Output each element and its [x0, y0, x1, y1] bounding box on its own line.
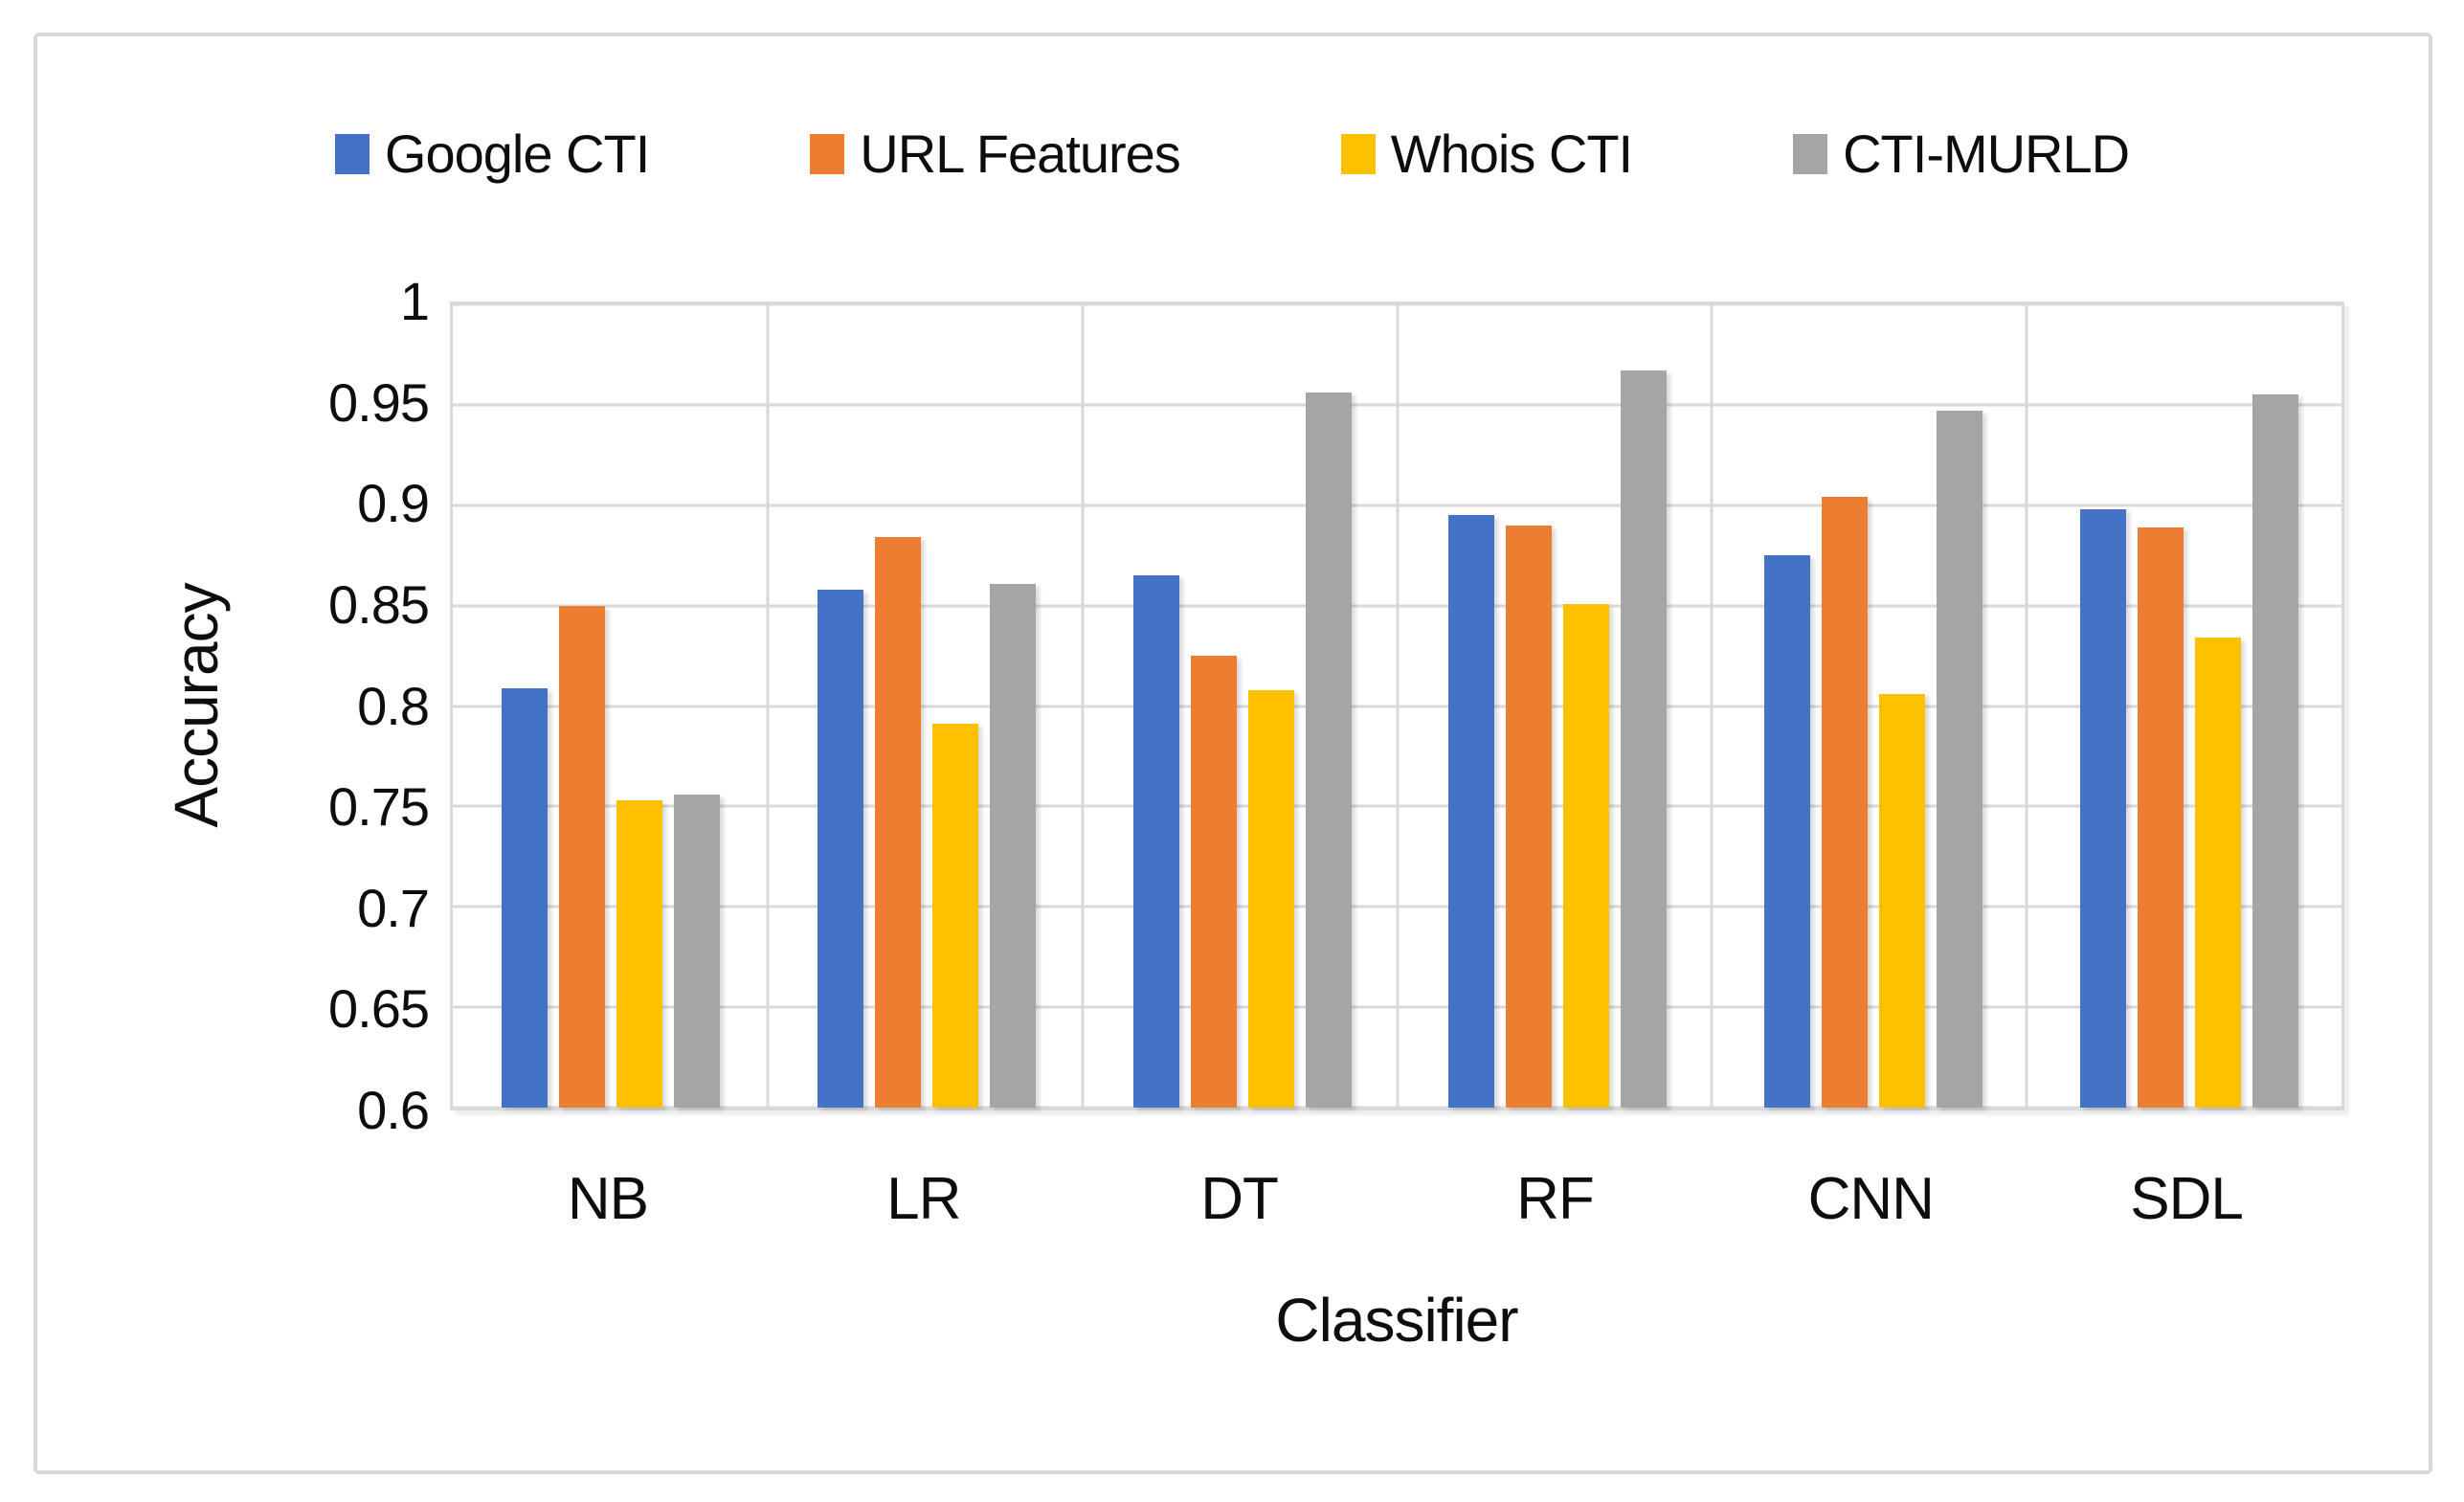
gridline-vertical — [1081, 304, 1085, 1108]
bar-google-cti-rf — [1448, 515, 1495, 1108]
bar-whois-cti-dt — [1247, 689, 1294, 1108]
bar-google-cti-nb — [501, 687, 548, 1108]
y-axis-title: Accuracy — [162, 583, 231, 828]
bar-google-cti-dt — [1132, 575, 1179, 1108]
bar-url-features-cnn — [1822, 497, 1869, 1108]
bar-url-features-lr — [874, 537, 921, 1108]
bar-google-cti-sdl — [2080, 508, 2127, 1108]
legend-swatch-icon — [334, 133, 370, 174]
gridline-vertical — [1710, 304, 1714, 1108]
legend-item-url-features: URL Features — [810, 123, 1181, 185]
y-tick-label: 0.6 — [357, 1080, 430, 1140]
y-tick-label: 0.65 — [328, 978, 430, 1040]
bar-url-features-rf — [1506, 525, 1553, 1108]
y-tick-label: 0.85 — [328, 573, 430, 635]
gridline-vertical — [1396, 304, 1399, 1108]
gridline-vertical — [2025, 304, 2028, 1108]
y-tick-label: 0.8 — [357, 675, 430, 736]
bar-group-nb — [453, 304, 769, 1108]
bar-group-lr — [769, 304, 1085, 1108]
bar-group-rf — [1400, 304, 1716, 1108]
bar-google-cti-cnn — [1764, 555, 1811, 1108]
gridline-horizontal — [453, 1106, 2341, 1110]
legend-item-whois-cti: Whois CTI — [1340, 123, 1633, 185]
bar-google-cti-lr — [817, 589, 863, 1108]
bar-group-sdl — [2031, 304, 2347, 1108]
plot-area — [450, 302, 2344, 1110]
legend-item-google-cti: Google CTI — [334, 123, 650, 185]
bar-cti-murld-nb — [673, 794, 720, 1108]
y-tick-label: 0.75 — [328, 776, 430, 838]
bar-cti-murld-rf — [1621, 370, 1668, 1108]
y-tick-label: 0.7 — [357, 877, 430, 938]
bar-group-cnn — [1715, 304, 2031, 1108]
legend-label: Google CTI — [384, 123, 650, 184]
y-tick-label: 0.9 — [357, 473, 430, 534]
y-tick-label: 0.95 — [328, 371, 430, 433]
x-tick-label-nb: NB — [567, 1166, 649, 1232]
bar-url-features-sdl — [2138, 527, 2184, 1108]
legend-swatch-icon — [1340, 133, 1376, 174]
x-tick-label-rf: RF — [1516, 1166, 1595, 1232]
bar-cti-murld-dt — [1305, 392, 1352, 1108]
legend-swatch-icon — [810, 133, 845, 174]
chart-legend: Google CTI URL Features Whois CTI CTI-MURLD — [0, 123, 2464, 185]
x-tick-label-cnn: CNN — [1807, 1166, 1935, 1232]
bar-cti-murld-sdl — [2252, 394, 2299, 1108]
bar-group-dt — [1085, 304, 1400, 1108]
x-axis-title: Classifier — [1275, 1286, 1518, 1355]
x-tick-label-lr: LR — [886, 1166, 961, 1232]
bar-whois-cti-rf — [1563, 603, 1610, 1108]
bar-whois-cti-cnn — [1879, 693, 1926, 1108]
bar-url-features-nb — [558, 605, 605, 1108]
x-tick-label-dt: DT — [1200, 1166, 1279, 1232]
bar-whois-cti-nb — [616, 800, 662, 1108]
legend-swatch-icon — [1793, 133, 1828, 174]
bar-whois-cti-lr — [931, 724, 978, 1108]
bar-whois-cti-sdl — [2195, 638, 2242, 1108]
legend-label: URL Features — [860, 123, 1180, 184]
x-tick-label-sdl: SDL — [2130, 1166, 2244, 1232]
bar-cti-murld-lr — [989, 583, 1036, 1108]
legend-item-cti-murld: CTI-MURLD — [1793, 123, 2130, 185]
gridline-vertical — [766, 304, 770, 1108]
y-tick-label: 1 — [399, 271, 430, 331]
legend-label: CTI-MURLD — [1843, 123, 2130, 184]
bar-cti-murld-cnn — [1937, 411, 1983, 1108]
bar-url-features-dt — [1190, 656, 1237, 1108]
legend-label: Whois CTI — [1390, 123, 1633, 184]
